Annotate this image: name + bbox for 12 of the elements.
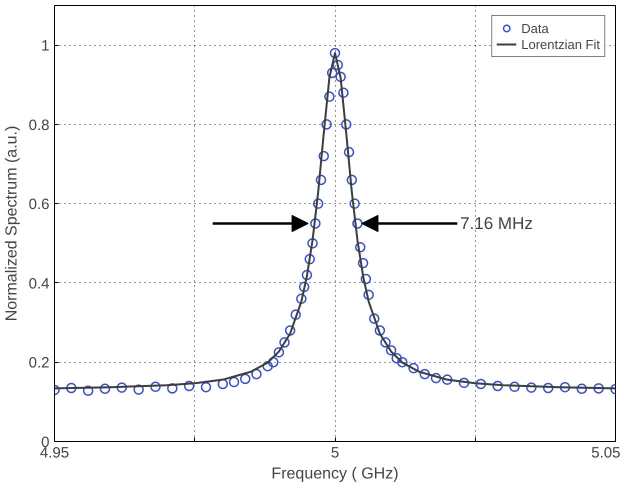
y-tick-label: 0.8 [28,116,50,134]
legend-label: Data [521,20,549,36]
x-tick-label: 5.05 [591,444,621,462]
y-tick-label: 1 [41,38,50,55]
y-tick-label: 0.4 [28,275,50,292]
y-tick-label: 0.2 [28,354,50,372]
legend-label: Lorentzian Fit [521,36,600,52]
y-tick-label: 0.6 [28,196,50,214]
x-axis-title: Frequency ( GHz) [271,466,399,482]
annotation: 7.16 MHz [460,214,533,233]
x-tick-label: 5 [330,444,340,462]
y-axis-title: Normalized Spectrum (a.u.) [4,126,21,322]
